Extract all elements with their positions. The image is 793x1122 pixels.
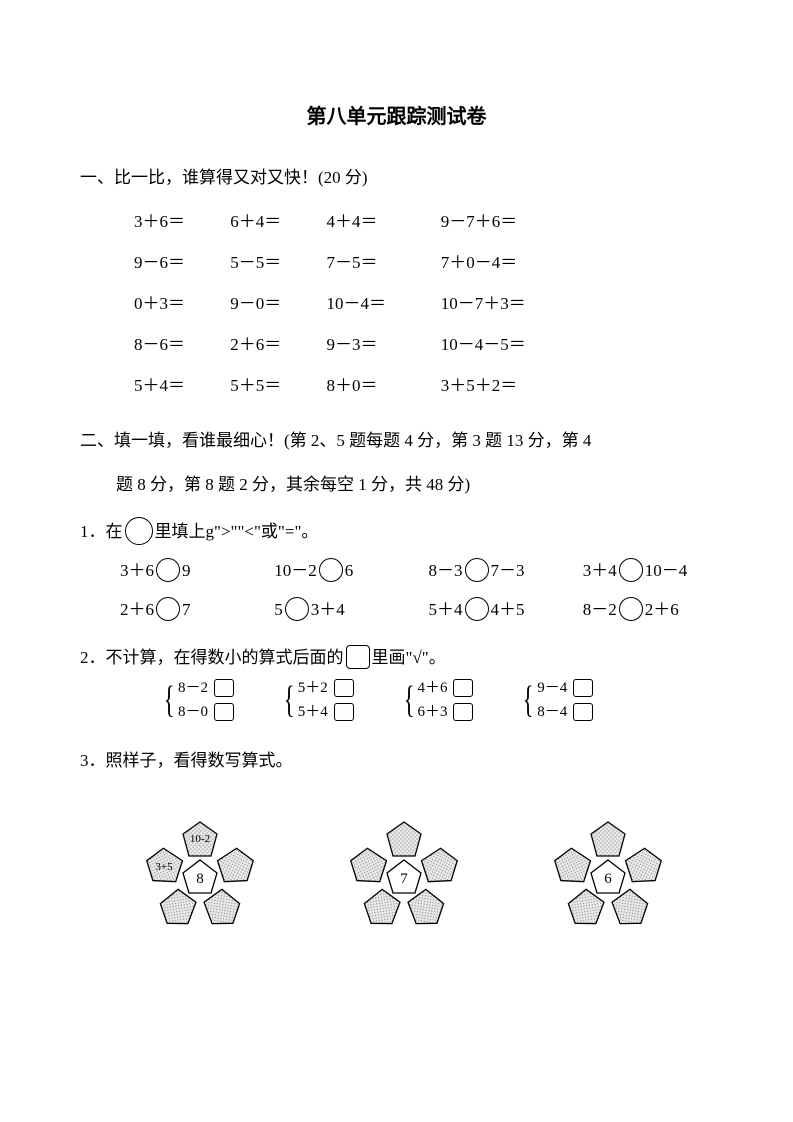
blank-circle-icon (319, 558, 343, 582)
arith-row: 8－6＝ 2＋6＝ 9－3＝ 10－4－5＝ (80, 325, 713, 366)
arith-cell: 5＋5＝ (230, 366, 322, 407)
page: 第八单元跟踪测试卷 一、比一比，谁算得又对又快！(20 分) 3＋6＝ 6＋4＝… (0, 0, 793, 1122)
blank-square-icon (346, 645, 370, 669)
blank-square-icon (214, 703, 234, 721)
blank-square-icon (453, 703, 473, 721)
blank-circle-icon (156, 558, 180, 582)
compare-cell: 8－22＋6 (583, 590, 733, 629)
arith-cell: 0＋3＝ (134, 284, 226, 325)
brace-icon: { (283, 681, 294, 719)
q1-text: 1．在 里填上g">""<"或"="。 (80, 513, 713, 550)
q1-text-b: 里填上g">""<"或"="。 (155, 522, 319, 541)
arith-cell: 9－7＋6＝ (441, 202, 518, 243)
arith-cell: 3＋5＋2＝ (441, 366, 518, 407)
brace-group: { 4＋6 6＋3 (400, 676, 476, 724)
q2-text: 2．不计算，在得数小的算式后面的 里画"√"。 (80, 639, 713, 676)
q2-text-b: 里画"√"。 (372, 648, 446, 667)
blank-square-icon (334, 703, 354, 721)
arith-cell: 5＋4＝ (134, 366, 226, 407)
arith-cell: 4＋4＝ (327, 202, 437, 243)
flower-diagram: 7 (324, 800, 484, 955)
flower-petal-label: 10-2 (190, 833, 210, 845)
arith-cell: 7－5＝ (327, 243, 437, 284)
compare-row: 3＋69 10－26 8－37－3 3＋410－4 (80, 551, 713, 590)
compare-cell: 5＋44＋5 (429, 590, 579, 629)
arith-cell: 8－6＝ (134, 325, 226, 366)
compare-cell: 2＋67 (120, 590, 270, 629)
blank-circle-icon (619, 597, 643, 621)
q1-text-a: 1．在 (80, 522, 123, 541)
blank-circle-icon (125, 517, 153, 545)
blank-circle-icon (465, 597, 489, 621)
arithmetic-grid: 3＋6＝ 6＋4＝ 4＋4＝ 9－7＋6＝ 9－6＝ 5－5＝ 7－5＝ 7＋0… (80, 202, 713, 406)
arith-row: 5＋4＝ 5＋5＝ 8＋0＝ 3＋5＋2＝ (80, 366, 713, 407)
q3-text: 3．照样子，看得数写算式。 (80, 742, 713, 779)
arith-row: 0＋3＝ 9－0＝ 10－4＝ 10－7＋3＝ (80, 284, 713, 325)
compare-cell: 10－26 (274, 551, 424, 590)
flower-petal-label: 3+5 (155, 861, 173, 873)
arith-cell: 9－6＝ (134, 243, 226, 284)
arith-cell: 10－4－5＝ (441, 325, 526, 366)
flower-center: 6 (604, 871, 612, 887)
flower-diagram: 6 (528, 800, 688, 955)
arith-cell: 3＋6＝ (134, 202, 226, 243)
blank-circle-icon (156, 597, 180, 621)
blank-square-icon (573, 703, 593, 721)
q2-text-a: 2．不计算，在得数小的算式后面的 (80, 648, 344, 667)
section2-heading-l1: 二、填一填，看谁最细心！(第 2、5 题每题 4 分，第 3 题 13 分，第 … (80, 422, 713, 459)
arith-row: 3＋6＝ 6＋4＝ 4＋4＝ 9－7＋6＝ (80, 202, 713, 243)
brace-icon: { (164, 681, 175, 719)
arith-cell: 5－5＝ (230, 243, 322, 284)
brace-row: { 8－2 8－0 { 5＋2 5＋4 { 4＋6 6＋3 { 9－4 (80, 676, 713, 724)
flower-center: 8 (196, 871, 204, 887)
arith-cell: 9－3＝ (327, 325, 437, 366)
arith-cell: 7＋0－4＝ (441, 243, 518, 284)
blank-square-icon (573, 679, 593, 697)
blank-square-icon (214, 679, 234, 697)
page-title: 第八单元跟踪测试卷 (80, 100, 713, 129)
arith-cell: 10－7＋3＝ (441, 284, 526, 325)
blank-square-icon (334, 679, 354, 697)
flower-diagram: 8 10-2 3+5 (120, 800, 280, 955)
compare-row: 2＋67 53＋4 5＋44＋5 8－22＋6 (80, 590, 713, 629)
flowers-row: 8 10-2 3+5 7 (80, 800, 713, 955)
arith-row: 9－6＝ 5－5＝ 7－5＝ 7＋0－4＝ (80, 243, 713, 284)
arith-cell: 6＋4＝ (230, 202, 322, 243)
brace-group: { 8－2 8－0 (160, 676, 236, 724)
arith-cell: 9－0＝ (230, 284, 322, 325)
compare-cell: 3＋410－4 (583, 551, 733, 590)
arith-cell: 2＋6＝ (230, 325, 322, 366)
flower-center: 7 (400, 871, 408, 887)
arith-cell: 10－4＝ (327, 284, 437, 325)
compare-cell: 53＋4 (274, 590, 424, 629)
compare-cell: 8－37－3 (429, 551, 579, 590)
brace-icon: { (403, 681, 414, 719)
brace-group: { 5＋2 5＋4 (280, 676, 356, 724)
blank-square-icon (453, 679, 473, 697)
blank-circle-icon (465, 558, 489, 582)
compare-cell: 3＋69 (120, 551, 270, 590)
section2-heading-l2: 题 8 分，第 8 题 2 分，其余每空 1 分，共 48 分) (80, 466, 713, 503)
arith-cell: 8＋0＝ (327, 366, 437, 407)
brace-group: { 9－4 8－4 (519, 676, 595, 724)
section1-heading: 一、比一比，谁算得又对又快！(20 分) (80, 159, 713, 196)
blank-circle-icon (619, 558, 643, 582)
brace-icon: { (523, 681, 534, 719)
blank-circle-icon (285, 597, 309, 621)
